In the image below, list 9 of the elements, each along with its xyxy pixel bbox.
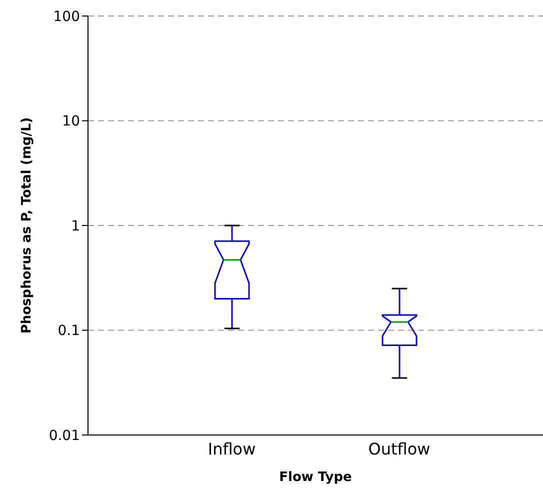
y-axis-title: Phosphorus as P, Total (mg/L) (20, 117, 35, 334)
y-tick-label: 1 (71, 218, 80, 234)
y-tick-label: 100 (53, 8, 80, 25)
x-axis-title: Flow Type (279, 470, 352, 485)
x-tick-label: Inflow (208, 439, 256, 458)
y-tick-label: 10 (62, 114, 80, 130)
x-tick-label: Outflow (368, 439, 430, 458)
y-tick-label: 0.1 (58, 323, 80, 340)
y-tick-label: 0.01 (48, 428, 80, 444)
